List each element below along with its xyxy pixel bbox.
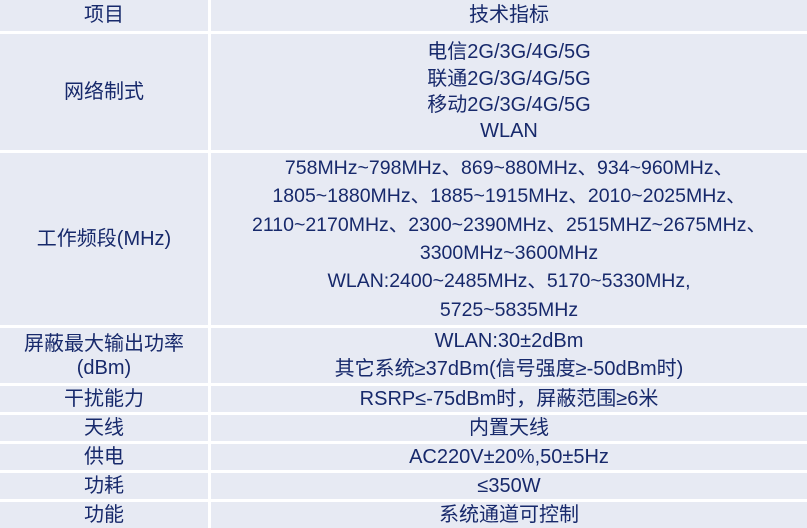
header-label-item: 项目: [84, 4, 124, 27]
value-text: 电信2G/3G/4G/5G 联通2G/3G/4G/5G 移动2G/3G/4G/5…: [427, 41, 591, 143]
header-label-spec: 技术指标: [469, 4, 549, 27]
table-row: 供电 AC220V±20%,50±5Hz: [0, 444, 807, 474]
table-row: 功耗 ≤350W: [0, 473, 807, 503]
row-value-power-consumption: ≤350W: [211, 473, 807, 503]
label-text: 工作频段(MHz): [36, 227, 172, 250]
row-label-power-consumption: 功耗: [0, 473, 211, 503]
label-text: 功耗: [84, 475, 124, 498]
table-row: 工作频段(MHz) 758MHz~798MHz、869~880MHz、934~9…: [0, 153, 807, 328]
label-text: 屏蔽最大输出功率 (dBm): [24, 332, 184, 379]
table-header-cell-spec: 技术指标: [211, 0, 807, 34]
label-text: 供电: [84, 446, 124, 469]
row-label-working-band: 工作频段(MHz): [0, 153, 211, 328]
label-text: 网络制式: [64, 80, 144, 103]
table-row: 天线 内置天线: [0, 415, 807, 445]
label-text: 功能: [84, 504, 124, 527]
table-row: 功能 系统通道可控制: [0, 502, 807, 528]
row-value-network-standard: 电信2G/3G/4G/5G 联通2G/3G/4G/5G 移动2G/3G/4G/5…: [211, 34, 807, 153]
table-header-row: 项目 技术指标: [0, 0, 807, 34]
row-label-power-supply: 供电: [0, 444, 211, 474]
value-text: 内置天线: [469, 417, 549, 440]
table-row: 干扰能力 RSRP≤-75dBm时，屏蔽范围≥6米: [0, 386, 807, 416]
value-text: RSRP≤-75dBm时，屏蔽范围≥6米: [359, 388, 659, 411]
row-label-max-output-power: 屏蔽最大输出功率 (dBm): [0, 328, 211, 387]
value-text: 758MHz~798MHz、869~880MHz、934~960MHz、 180…: [252, 157, 766, 321]
row-value-working-band: 758MHz~798MHz、869~880MHz、934~960MHz、 180…: [211, 153, 807, 328]
label-text: 干扰能力: [64, 388, 144, 411]
table-row: 屏蔽最大输出功率 (dBm) WLAN:30±2dBm 其它系统≥37dBm(信…: [0, 328, 807, 387]
row-label-interference-ability: 干扰能力: [0, 386, 211, 416]
value-text: WLAN:30±2dBm 其它系统≥37dBm(信号强度≥-50dBm时): [334, 330, 684, 380]
value-text: AC220V±20%,50±5Hz: [409, 446, 609, 469]
row-label-function: 功能: [0, 502, 211, 528]
row-value-power-supply: AC220V±20%,50±5Hz: [211, 444, 807, 474]
table-row: 网络制式 电信2G/3G/4G/5G 联通2G/3G/4G/5G 移动2G/3G…: [0, 34, 807, 153]
value-text: 系统通道可控制: [439, 504, 579, 527]
row-label-antenna: 天线: [0, 415, 211, 445]
row-label-network-standard: 网络制式: [0, 34, 211, 153]
table-header-cell-item: 项目: [0, 0, 211, 34]
row-value-interference-ability: RSRP≤-75dBm时，屏蔽范围≥6米: [211, 386, 807, 416]
label-text: 天线: [84, 417, 124, 440]
row-value-max-output-power: WLAN:30±2dBm 其它系统≥37dBm(信号强度≥-50dBm时): [211, 328, 807, 387]
row-value-antenna: 内置天线: [211, 415, 807, 445]
row-value-function: 系统通道可控制: [211, 502, 807, 528]
value-text: ≤350W: [477, 475, 541, 498]
